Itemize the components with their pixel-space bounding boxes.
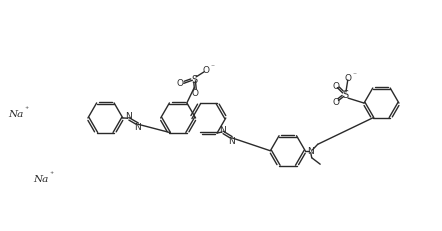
Text: O: O <box>177 79 184 88</box>
Text: N: N <box>219 125 226 134</box>
Text: ⁻: ⁻ <box>211 62 215 71</box>
Text: O: O <box>345 74 351 83</box>
Text: O: O <box>333 98 339 107</box>
Text: N: N <box>125 112 131 121</box>
Text: O: O <box>333 81 339 90</box>
Text: Na: Na <box>33 174 48 183</box>
Text: Na: Na <box>8 109 23 118</box>
Text: ⁻: ⁻ <box>352 70 356 79</box>
Text: O: O <box>203 66 210 75</box>
Text: N: N <box>229 136 235 145</box>
Text: ⁺: ⁺ <box>25 104 29 113</box>
Text: S: S <box>342 90 348 100</box>
Text: S: S <box>191 74 197 84</box>
Text: N: N <box>134 123 141 132</box>
Text: N: N <box>307 147 314 156</box>
Text: O: O <box>192 89 199 98</box>
Text: ⁺: ⁺ <box>50 169 53 178</box>
